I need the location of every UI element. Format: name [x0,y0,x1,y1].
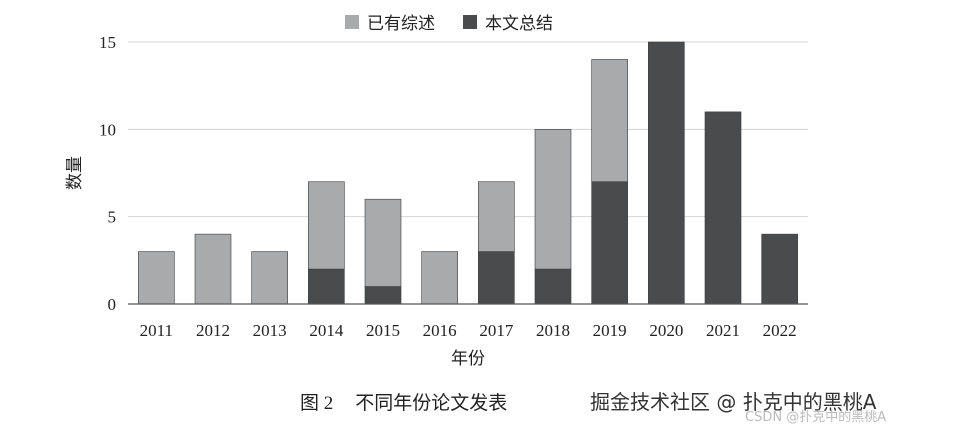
bar-segment-this-work [364,286,402,305]
legend: 已有综述 本文总结 [345,14,553,34]
gridlines [128,41,808,218]
bar-segment-this-work [648,41,685,305]
y-tick-labels: 0 5 10 15 [99,33,116,314]
bars [138,41,798,305]
x-tick-labels: 2011 2012 2013 2014 2015 2016 2017 2018 2019 2020… [140,321,797,340]
x-tick-label: 2017 [479,321,514,340]
figure-title: 不同年份论文发表 [355,392,508,414]
bar-segment-this-work [761,233,798,305]
x-axis-label: 年份 [451,349,485,369]
legend-label: 已有综述 [367,14,435,34]
bar-segment-existing-reviews [364,198,402,287]
x-tick-label: 2015 [366,321,400,340]
bar-segment-existing-reviews [251,251,288,305]
x-tick-label: 2012 [196,321,230,340]
bar-segment-existing-reviews [478,181,515,252]
bar-segment-existing-reviews [138,251,175,305]
legend-label: 本文总结 [485,14,553,34]
bar-segment-this-work [704,111,742,305]
x-tick-label: 2019 [593,321,627,340]
bar-segment-existing-reviews [308,181,345,270]
x-tick-label: 2013 [253,321,287,340]
legend-swatch [463,15,477,29]
x-tick-label: 2011 [140,321,173,340]
bar-segment-this-work [534,268,572,305]
bar-segment-existing-reviews [421,251,458,305]
x-tick-label: 2020 [649,321,683,340]
bar-segment-existing-reviews [534,129,572,270]
y-tick-label: 0 [108,295,117,314]
x-tick-label: 2018 [536,321,570,340]
x-tick-label: 2016 [423,321,457,340]
x-tick-label: 2022 [763,321,797,340]
bar-segment-existing-reviews [194,233,232,305]
legend-swatch [345,15,359,29]
bar-segment-this-work [308,268,345,305]
bar-segment-this-work [478,251,515,305]
y-tick-label: 10 [99,120,116,139]
figure-caption: 图 2 不同年份论文发表 [300,388,507,415]
figure-number: 图 2 [300,393,334,414]
y-tick-label: 5 [108,208,117,227]
y-tick-label: 15 [99,33,116,52]
watermark-secondary: CSDN @扑克中的黑桃A [745,410,887,425]
x-tick-label: 2014 [309,321,344,340]
bar-segment-existing-reviews [591,59,628,183]
x-tick-label: 2021 [706,321,740,340]
bar-segment-this-work [591,181,628,305]
y-axis-label: 数量 [65,156,85,190]
watermark-main: 掘金技术社区 @ 扑克中的黑桃A [590,390,877,414]
